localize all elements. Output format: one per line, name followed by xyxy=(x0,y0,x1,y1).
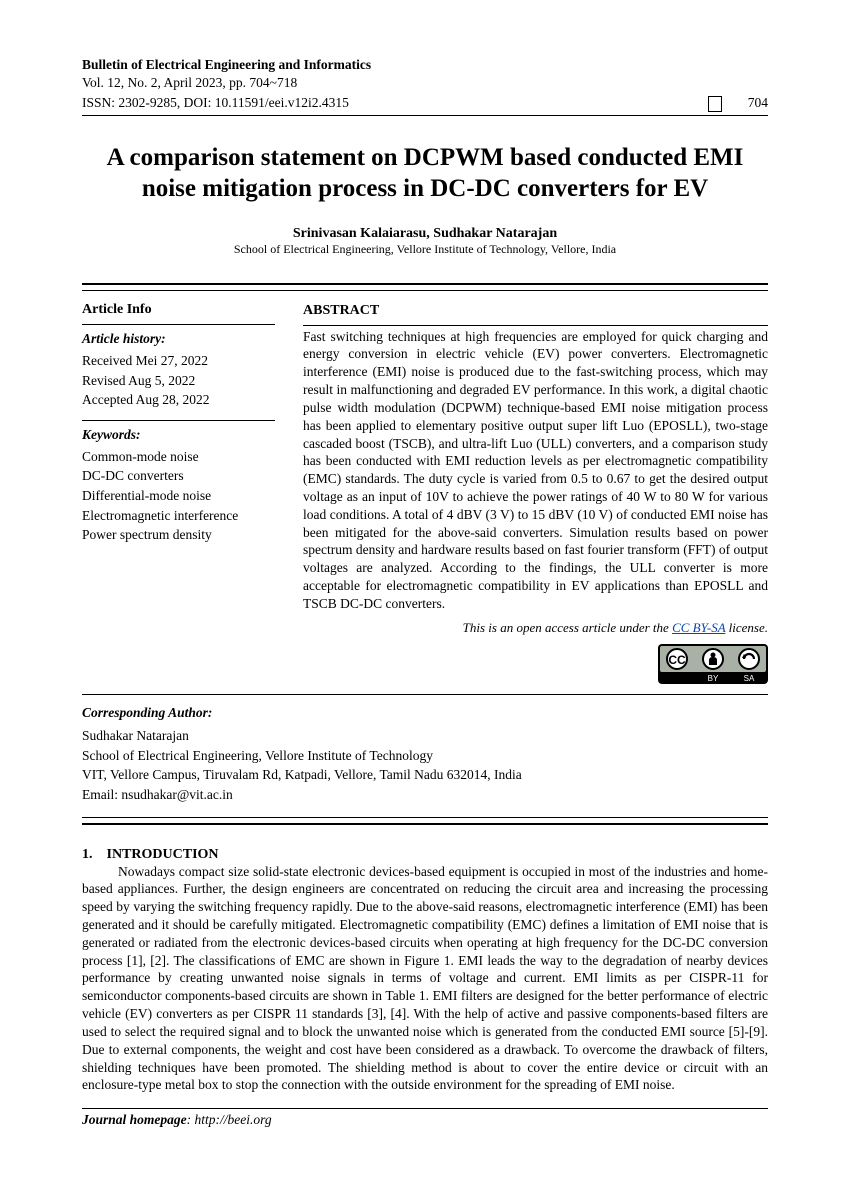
corresponding-affil-2: VIT, Vellore Campus, Tiruvalam Rd, Katpa… xyxy=(82,765,768,785)
introduction-body: Nowadays compact size solid-state electr… xyxy=(82,863,768,1095)
keyword-item: DC-DC converters xyxy=(82,466,275,486)
article-history-heading: Article history: xyxy=(82,327,275,349)
email-label: Email: xyxy=(82,787,121,802)
svg-text:CC: CC xyxy=(668,653,686,667)
affiliation: School of Electrical Engineering, Vellor… xyxy=(82,242,768,257)
section-number: 1. xyxy=(82,847,93,862)
svg-text:SA: SA xyxy=(744,674,755,683)
history-item: Accepted Aug 28, 2022 xyxy=(82,390,275,410)
authors: Srinivasan Kalaiarasu, Sudhakar Nataraja… xyxy=(82,226,768,242)
corresponding-heading: Corresponding Author: xyxy=(82,703,768,723)
journal-header: Bulletin of Electrical Engineering and I… xyxy=(82,56,768,113)
keyword-item: Power spectrum density xyxy=(82,525,275,545)
page-number: 704 xyxy=(748,95,768,110)
issn-doi: ISSN: 2302-9285, DOI: 10.11591/eei.v12i2… xyxy=(82,94,349,112)
article-info-heading: Article Info xyxy=(82,297,275,322)
header-rule xyxy=(82,115,768,116)
paper-title: A comparison statement on DCPWM based co… xyxy=(82,142,768,205)
abstract-text: Fast switching techniques at high freque… xyxy=(303,328,768,613)
keyword-item: Electromagnetic interference xyxy=(82,506,275,526)
corresponding-affil-1: School of Electrical Engineering, Vellor… xyxy=(82,746,768,766)
corresponding-author-block: Corresponding Author: Sudhakar Natarajan… xyxy=(82,697,768,815)
license-link[interactable]: CC BY-SA xyxy=(672,620,725,635)
section-title: INTRODUCTION xyxy=(107,847,219,862)
license-line: This is an open access article under the… xyxy=(303,619,768,636)
page-marker: 704 xyxy=(708,94,768,112)
keyword-item: Differential-mode noise xyxy=(82,486,275,506)
double-rule-top-2 xyxy=(82,290,768,291)
abstract-rule xyxy=(303,325,768,326)
keyword-item: Common-mode noise xyxy=(82,447,275,467)
mid-rule-3 xyxy=(82,823,768,825)
footer-rule xyxy=(82,1108,768,1109)
bookmark-icon xyxy=(708,96,722,112)
mid-rule-1 xyxy=(82,694,768,695)
volume-issue: Vol. 12, No. 2, April 2023, pp. 704~718 xyxy=(82,74,768,92)
left-rule-2 xyxy=(82,420,275,421)
footer-label: Journal homepage xyxy=(82,1112,187,1127)
left-rule-1 xyxy=(82,324,275,325)
history-item: Received Mei 27, 2022 xyxy=(82,351,275,371)
keywords-heading: Keywords: xyxy=(82,423,275,445)
svg-text:BY: BY xyxy=(708,674,719,683)
history-item: Revised Aug 5, 2022 xyxy=(82,371,275,391)
corresponding-email: nsudhakar@vit.ac.in xyxy=(121,787,232,802)
journal-name: Bulletin of Electrical Engineering and I… xyxy=(82,56,768,74)
section-heading-intro: 1. INTRODUCTION xyxy=(82,847,768,863)
license-suffix: license. xyxy=(725,620,768,635)
mid-rule-2 xyxy=(82,817,768,818)
abstract-heading: ABSTRACT xyxy=(303,297,768,322)
article-info-column: Article Info Article history: Received M… xyxy=(82,297,275,692)
cc-badge: CC BY SA xyxy=(303,644,768,684)
corresponding-name: Sudhakar Natarajan xyxy=(82,726,768,746)
license-prefix: This is an open access article under the xyxy=(463,620,672,635)
keywords-list: Common-mode noise DC-DC converters Diffe… xyxy=(82,445,275,553)
page-footer: Journal homepage: http://beei.org xyxy=(82,1108,768,1128)
footer-url: http://beei.org xyxy=(195,1112,272,1127)
abstract-column: ABSTRACT Fast switching techniques at hi… xyxy=(303,297,768,692)
cc-by-sa-icon: CC BY SA xyxy=(658,644,768,684)
article-history-list: Received Mei 27, 2022 Revised Aug 5, 202… xyxy=(82,349,275,418)
corresponding-email-line: Email: nsudhakar@vit.ac.in xyxy=(82,785,768,805)
footer-sep: : xyxy=(187,1112,195,1127)
